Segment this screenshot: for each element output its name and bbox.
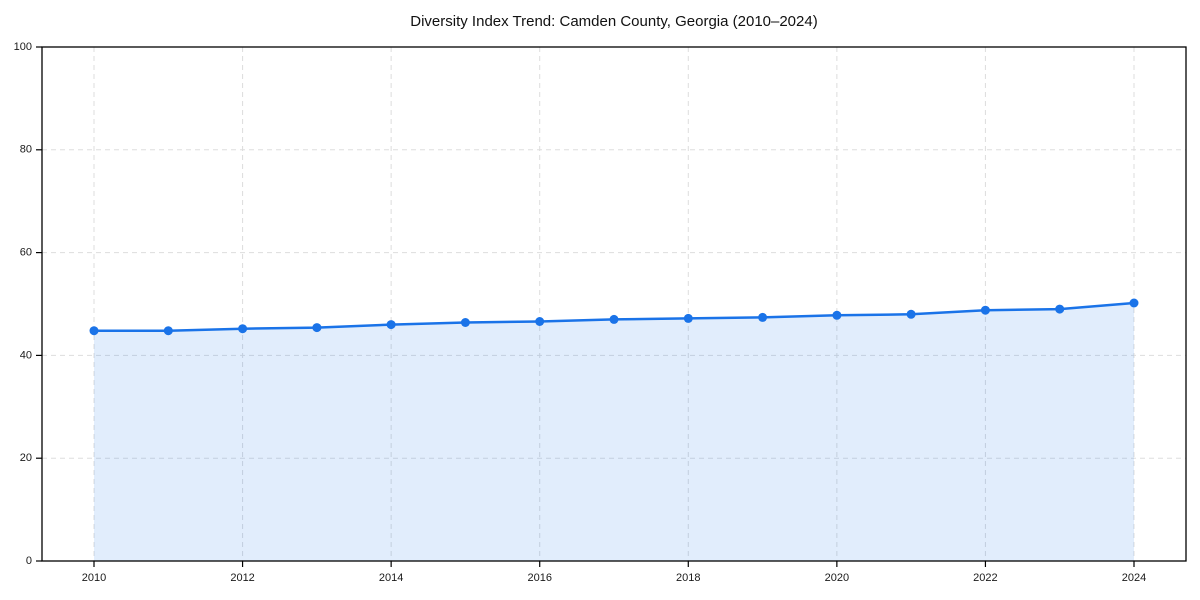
plot-border — [41, 46, 1187, 562]
data-point-2021 — [906, 309, 916, 319]
data-point-2010 — [89, 326, 99, 336]
data-point-2023 — [1055, 304, 1065, 314]
data-point-2014 — [386, 320, 396, 330]
data-point-2018 — [683, 313, 693, 323]
data-point-2012 — [238, 324, 248, 334]
x-tick-label: 2010 — [82, 572, 106, 584]
x-tick-label: 2020 — [825, 572, 849, 584]
data-point-2016 — [535, 317, 545, 326]
y-tick-label: 0 — [26, 555, 32, 567]
data-point-2011 — [163, 326, 173, 336]
data-series — [89, 298, 1139, 561]
y-tick-label: 20 — [20, 452, 32, 464]
y-tick-label: 100 — [14, 41, 32, 53]
data-point-2022 — [980, 305, 990, 315]
data-point-2013 — [312, 323, 322, 333]
y-tick-label: 60 — [20, 247, 32, 259]
data-point-2020 — [832, 310, 842, 320]
data-point-2015 — [460, 318, 470, 327]
x-tick-label: 2012 — [230, 572, 254, 584]
y-tick-label: 40 — [20, 349, 32, 361]
data-point-2019 — [758, 312, 768, 322]
data-point-2017 — [609, 314, 619, 324]
data-point-2024 — [1129, 298, 1139, 308]
y-tick-label: 80 — [20, 144, 32, 156]
gridlines — [42, 46, 1186, 562]
x-tick-label: 2014 — [379, 572, 403, 584]
chart-title: Diversity Index Trend: Camden County, Ge… — [410, 13, 817, 30]
area-fill — [94, 303, 1134, 561]
axes: 0 20 40 60 80 100 2010 2012 2014 2016 2018 2020 2022… — [14, 41, 1187, 584]
x-tick-label: 2018 — [676, 572, 700, 584]
x-tick-label: 2016 — [527, 572, 551, 584]
x-tick-label: 2022 — [973, 572, 997, 584]
x-tick-label: 2024 — [1122, 572, 1146, 584]
